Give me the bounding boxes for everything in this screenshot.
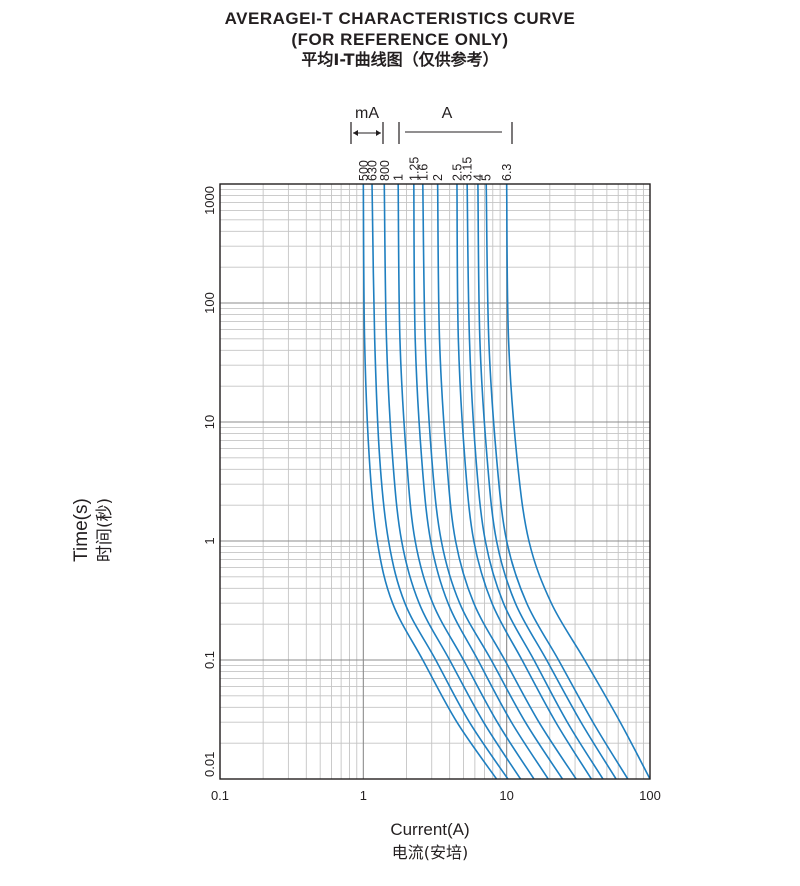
fuse-curves <box>362 183 651 780</box>
series-label-1: 1 <box>392 174 406 181</box>
x-tick-label: 0.1 <box>211 788 229 803</box>
series-label-630: 630 <box>366 160 380 181</box>
major-grid <box>219 184 650 780</box>
curve-630 <box>371 183 509 780</box>
series-label-2: 2 <box>431 174 445 181</box>
ma-unit-label: mA <box>355 105 379 122</box>
x-tick-label: 100 <box>639 788 661 803</box>
y-axis-ticks: 0.01 0.1 1 10 100 1000 <box>202 186 217 777</box>
x-axis-label-chinese: 电流(安培) <box>391 843 469 862</box>
unit-brackets: mA A <box>350 105 513 144</box>
curve-4 <box>477 183 617 780</box>
chart-title: AVERAGEI-T CHARACTERISTICS CURVE <box>224 9 576 28</box>
x-axis-label: Current(A) <box>390 820 470 839</box>
chart-title-block: AVERAGEI-T CHARACTERISTICS CURVE (FOR RE… <box>0 8 800 70</box>
y-tick-label: 0.01 <box>202 752 217 777</box>
series-label-1-25: 1.25 <box>407 157 421 181</box>
ma-arrow-left <box>353 130 358 136</box>
plot-frame <box>219 183 651 780</box>
minor-grid <box>220 184 650 779</box>
x-tick-label: 1 <box>360 788 367 803</box>
x-tick-label: 10 <box>499 788 513 803</box>
series-label-5: 5 <box>480 174 494 181</box>
curve-6-3 <box>505 183 651 780</box>
series-label-500: 500 <box>357 160 371 181</box>
y-axis-label-chinese: 时间(秒) <box>95 497 115 563</box>
curve-3-15 <box>466 183 604 780</box>
curve-5 <box>485 183 629 780</box>
series-label-3-15: 3.15 <box>461 157 475 181</box>
x-axis-ticks: 0.1 1 10 100 <box>211 788 661 803</box>
series-label-2-5: 2.5 <box>451 164 465 181</box>
chart-subtitle: (FOR REFERENCE ONLY) <box>291 30 509 49</box>
y-axis-label: Time(s) <box>71 498 92 562</box>
ma-arrow-right <box>376 130 381 136</box>
curve-2 <box>436 183 577 780</box>
curve-800 <box>383 183 522 780</box>
y-tick-label: 1000 <box>202 186 217 215</box>
chart-title-chinese: 平均I-T曲线图（仅供参考） <box>301 50 499 69</box>
curve-2-5 <box>456 183 593 780</box>
curve-1 <box>397 183 535 780</box>
series-label-6-3: 6.3 <box>500 164 514 181</box>
series-label-4: 4 <box>471 174 485 181</box>
y-tick-label: 10 <box>202 415 217 429</box>
a-unit-label: A <box>442 105 453 122</box>
y-tick-label: 0.1 <box>202 651 217 669</box>
y-tick-label: 100 <box>202 292 217 314</box>
series-label-1-6: 1.6 <box>416 164 430 181</box>
y-axis-label-block: Time(s) 时间(秒) <box>70 440 150 620</box>
y-tick-label: 1 <box>202 537 217 544</box>
curve-500 <box>362 183 498 780</box>
curve-1-25 <box>413 183 549 780</box>
curve-1-6 <box>422 183 564 780</box>
series-label-800: 800 <box>378 160 392 181</box>
